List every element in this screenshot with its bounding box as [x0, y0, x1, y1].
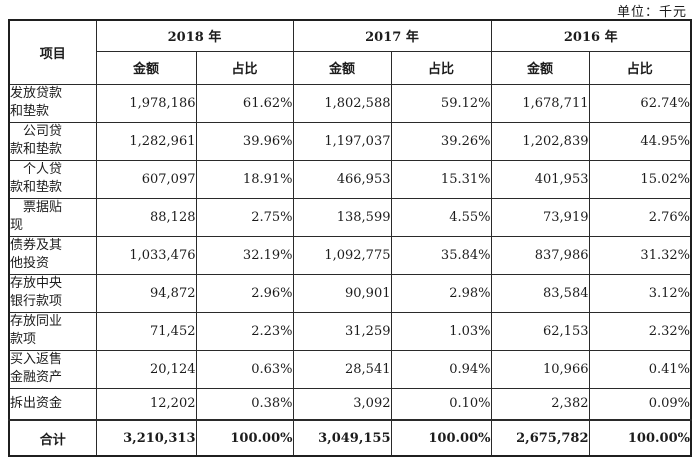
total-ratio-cell: 100.00% — [390, 419, 492, 457]
ratio-cell: 61.62% — [195, 83, 294, 123]
amount-cell: 94,872 — [95, 273, 197, 313]
ratio-cell: 39.26% — [390, 121, 492, 161]
item-label-cell: 发放贷款 和垫款 — [8, 83, 97, 123]
table-row: 公司贷 款和垫款 1,282,961 39.96% 1,197,037 39.2… — [8, 121, 692, 161]
amount-cell: 62,153 — [490, 311, 590, 351]
amount-cell: 2,382 — [490, 387, 590, 421]
ratio-cell: 2.75% — [195, 197, 294, 237]
amount-cell: 20,124 — [95, 349, 197, 389]
amount-cell: 28,541 — [292, 349, 392, 389]
year-header-2017: 2017 年 — [292, 19, 492, 52]
total-amount-cell: 3,049,155 — [292, 419, 392, 457]
header-year-row: 项目 2018 年 2017 年 2016 年 — [8, 19, 692, 85]
unit-label: 单位：千元 — [616, 5, 687, 20]
amount-cell: 88,128 — [95, 197, 197, 237]
total-amount-cell: 3,210,313 — [95, 419, 197, 457]
table-row: 拆出资金 12,202 0.38% 3,092 0.10% 2,382 0.09… — [8, 387, 692, 421]
amount-cell: 1,197,037 — [292, 121, 392, 161]
amount-cell: 1,802,588 — [292, 83, 392, 123]
total-ratio-cell: 100.00% — [195, 419, 294, 457]
total-row: 合计 3,210,313 100.00% 3,049,155 100.00% 2… — [8, 419, 692, 457]
amount-cell: 607,097 — [95, 159, 197, 199]
ratio-cell: 44.95% — [588, 121, 692, 161]
ratio-cell: 59.12% — [390, 83, 492, 123]
ratio-cell: 2.76% — [588, 197, 692, 237]
amount-cell: 1,282,961 — [95, 121, 197, 161]
table-row: 债券及其 他投资 1,033,476 32.19% 1,092,775 35.8… — [8, 235, 692, 275]
amount-cell: 1,978,186 — [95, 83, 197, 123]
item-label-cell: 票据贴 现 — [8, 197, 97, 237]
amount-cell: 1,202,839 — [490, 121, 590, 161]
amount-cell: 90,901 — [292, 273, 392, 313]
ratio-cell: 15.31% — [390, 159, 492, 199]
ratio-cell: 62.74% — [588, 83, 692, 123]
amount-cell: 1,092,775 — [292, 235, 392, 275]
ratio-cell: 2.23% — [195, 311, 294, 351]
amount-cell: 138,599 — [292, 197, 392, 237]
ratio-header-2016: 占比 — [588, 50, 692, 85]
ratio-cell: 15.02% — [588, 159, 692, 199]
amount-cell: 1,033,476 — [95, 235, 197, 275]
year-header-2018: 2018 年 — [95, 19, 294, 52]
ratio-cell: 2.32% — [588, 311, 692, 351]
ratio-cell: 3.12% — [588, 273, 692, 313]
item-label-cell: 个人贷 款和垫款 — [8, 159, 97, 199]
ratio-cell: 0.94% — [390, 349, 492, 389]
item-column-header: 项目 — [8, 19, 97, 85]
amount-cell: 466,953 — [292, 159, 392, 199]
amount-header-2016: 金额 — [490, 50, 590, 85]
table-row: 买入返售 金融资产 20,124 0.63% 28,541 0.94% 10,9… — [8, 349, 692, 389]
ratio-cell: 0.10% — [390, 387, 492, 421]
item-label-cell: 存放中央 银行款项 — [8, 273, 97, 313]
item-label-cell: 债券及其 他投资 — [8, 235, 97, 275]
ratio-cell: 0.38% — [195, 387, 294, 421]
ratio-cell: 35.84% — [390, 235, 492, 275]
table-row: 存放同业 款项 71,452 2.23% 31,259 1.03% 62,153… — [8, 311, 692, 351]
amount-cell: 73,919 — [490, 197, 590, 237]
item-label-cell: 拆出资金 — [8, 387, 97, 421]
amount-cell: 31,259 — [292, 311, 392, 351]
ratio-cell: 39.96% — [195, 121, 294, 161]
amount-cell: 10,966 — [490, 349, 590, 389]
header-sub-row: 金额 占比 金额 占比 金额 占比 — [9, 50, 692, 85]
amount-cell: 1,678,711 — [490, 83, 590, 123]
ratio-cell: 0.09% — [588, 387, 692, 421]
ratio-cell: 0.41% — [588, 349, 692, 389]
ratio-cell: 2.96% — [195, 273, 294, 313]
ratio-cell: 2.98% — [390, 273, 492, 313]
total-ratio-cell: 100.00% — [588, 419, 692, 457]
amount-header-2018: 金额 — [95, 50, 197, 85]
item-label-cell: 存放同业 款项 — [8, 311, 97, 351]
table-row: 发放贷款 和垫款 1,978,186 61.62% 1,802,588 59.1… — [8, 83, 692, 123]
table-row: 票据贴 现 88,128 2.75% 138,599 4.55% 73,919 … — [8, 197, 692, 237]
amount-cell: 837,986 — [490, 235, 590, 275]
ratio-cell: 18.91% — [195, 159, 294, 199]
ratio-header-2018: 占比 — [195, 50, 294, 85]
amount-header-2017: 金额 — [292, 50, 392, 85]
total-amount-cell: 2,675,782 — [490, 419, 590, 457]
item-label-cell: 公司贷 款和垫款 — [8, 121, 97, 161]
ratio-cell: 31.32% — [588, 235, 692, 275]
ratio-header-2017: 占比 — [390, 50, 492, 85]
amount-cell: 3,092 — [292, 387, 392, 421]
amount-cell: 12,202 — [95, 387, 197, 421]
amount-cell: 401,953 — [490, 159, 590, 199]
ratio-cell: 4.55% — [390, 197, 492, 237]
year-header-2016: 2016 年 — [490, 19, 692, 52]
ratio-cell: 32.19% — [195, 235, 294, 275]
item-label-cell: 买入返售 金融资产 — [8, 349, 97, 389]
ratio-cell: 1.03% — [390, 311, 492, 351]
amount-cell: 83,584 — [490, 273, 590, 313]
table-row: 个人贷 款和垫款 607,097 18.91% 466,953 15.31% 4… — [8, 159, 692, 199]
total-label-cell: 合计 — [8, 419, 97, 457]
financial-breakdown-table: 项目 2018 年 2017 年 2016 年 金额 占比 金额 占比 金额 占… — [8, 19, 692, 457]
ratio-cell: 0.63% — [195, 349, 294, 389]
table-row: 存放中央 银行款项 94,872 2.96% 90,901 2.98% 83,5… — [8, 273, 692, 313]
amount-cell: 71,452 — [95, 311, 197, 351]
